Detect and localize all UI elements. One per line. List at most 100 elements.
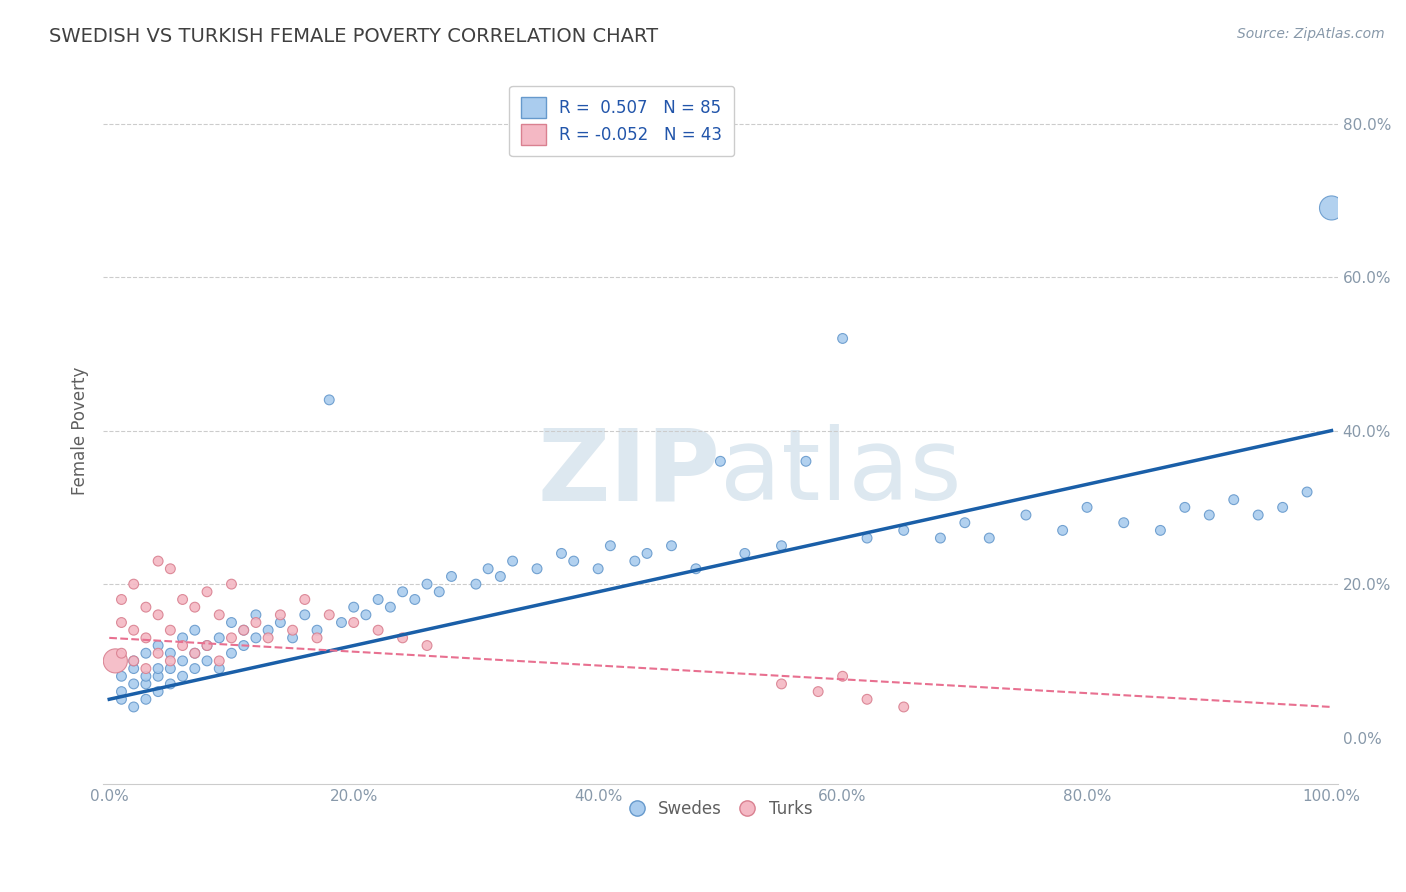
Point <box>208 654 231 668</box>
Point <box>380 600 402 615</box>
Point <box>586 562 609 576</box>
Point <box>953 516 976 530</box>
Point <box>146 646 169 660</box>
Point <box>770 677 793 691</box>
Point <box>502 554 524 568</box>
Point <box>1320 201 1343 215</box>
Point <box>159 623 181 637</box>
Point <box>831 669 853 683</box>
Point <box>281 631 304 645</box>
Point <box>208 662 231 676</box>
Point <box>172 639 194 653</box>
Point <box>526 562 548 576</box>
Point <box>281 623 304 637</box>
Point <box>636 546 658 560</box>
Point <box>232 639 254 653</box>
Point <box>245 631 267 645</box>
Point <box>257 623 280 637</box>
Point <box>146 607 169 622</box>
Point <box>221 646 243 660</box>
Point <box>550 546 572 560</box>
Point <box>354 607 377 622</box>
Point <box>391 584 413 599</box>
Point <box>831 331 853 345</box>
Text: ZIP: ZIP <box>537 425 720 522</box>
Point <box>146 684 169 698</box>
Point <box>232 623 254 637</box>
Point <box>1247 508 1270 522</box>
Point <box>599 539 621 553</box>
Point <box>464 577 486 591</box>
Point <box>770 539 793 553</box>
Point <box>172 654 194 668</box>
Point <box>807 684 830 698</box>
Point <box>232 623 254 637</box>
Point <box>195 639 218 653</box>
Point <box>856 692 879 706</box>
Y-axis label: Female Poverty: Female Poverty <box>72 367 89 495</box>
Point <box>122 654 145 668</box>
Point <box>184 662 207 676</box>
Point <box>221 577 243 591</box>
Point <box>305 623 328 637</box>
Point <box>110 669 132 683</box>
Point <box>146 554 169 568</box>
Point <box>135 692 157 706</box>
Text: atlas: atlas <box>720 425 962 522</box>
Point <box>416 577 439 591</box>
Point <box>122 654 145 668</box>
Point <box>294 592 316 607</box>
Point <box>1174 500 1197 515</box>
Point <box>661 539 683 553</box>
Point <box>269 607 291 622</box>
Point <box>343 615 366 630</box>
Point <box>135 631 157 645</box>
Point <box>184 646 207 660</box>
Point <box>1222 492 1244 507</box>
Point <box>146 639 169 653</box>
Point <box>893 524 915 538</box>
Point <box>245 615 267 630</box>
Point <box>159 654 181 668</box>
Point <box>172 669 194 683</box>
Point <box>110 592 132 607</box>
Point <box>1271 500 1294 515</box>
Point <box>184 623 207 637</box>
Point <box>1015 508 1038 522</box>
Point <box>1149 524 1171 538</box>
Point <box>367 623 389 637</box>
Point <box>146 662 169 676</box>
Point <box>709 454 731 468</box>
Point <box>440 569 463 583</box>
Point <box>135 669 157 683</box>
Point <box>416 639 439 653</box>
Point <box>318 392 340 407</box>
Point <box>1076 500 1098 515</box>
Point <box>122 662 145 676</box>
Point <box>159 646 181 660</box>
Point <box>257 631 280 645</box>
Point <box>135 677 157 691</box>
Point <box>305 631 328 645</box>
Point <box>221 631 243 645</box>
Point <box>489 569 512 583</box>
Point <box>391 631 413 645</box>
Point <box>367 592 389 607</box>
Point <box>159 562 181 576</box>
Point <box>427 584 450 599</box>
Point <box>1052 524 1074 538</box>
Point <box>1198 508 1220 522</box>
Point <box>208 607 231 622</box>
Point <box>477 562 499 576</box>
Point <box>624 554 647 568</box>
Point <box>110 646 132 660</box>
Point <box>245 607 267 622</box>
Point <box>1296 485 1319 500</box>
Point <box>979 531 1001 545</box>
Point <box>856 531 879 545</box>
Point <box>929 531 952 545</box>
Text: SWEDISH VS TURKISH FEMALE POVERTY CORRELATION CHART: SWEDISH VS TURKISH FEMALE POVERTY CORREL… <box>49 27 658 45</box>
Point <box>104 654 127 668</box>
Point <box>685 562 707 576</box>
Point <box>122 700 145 714</box>
